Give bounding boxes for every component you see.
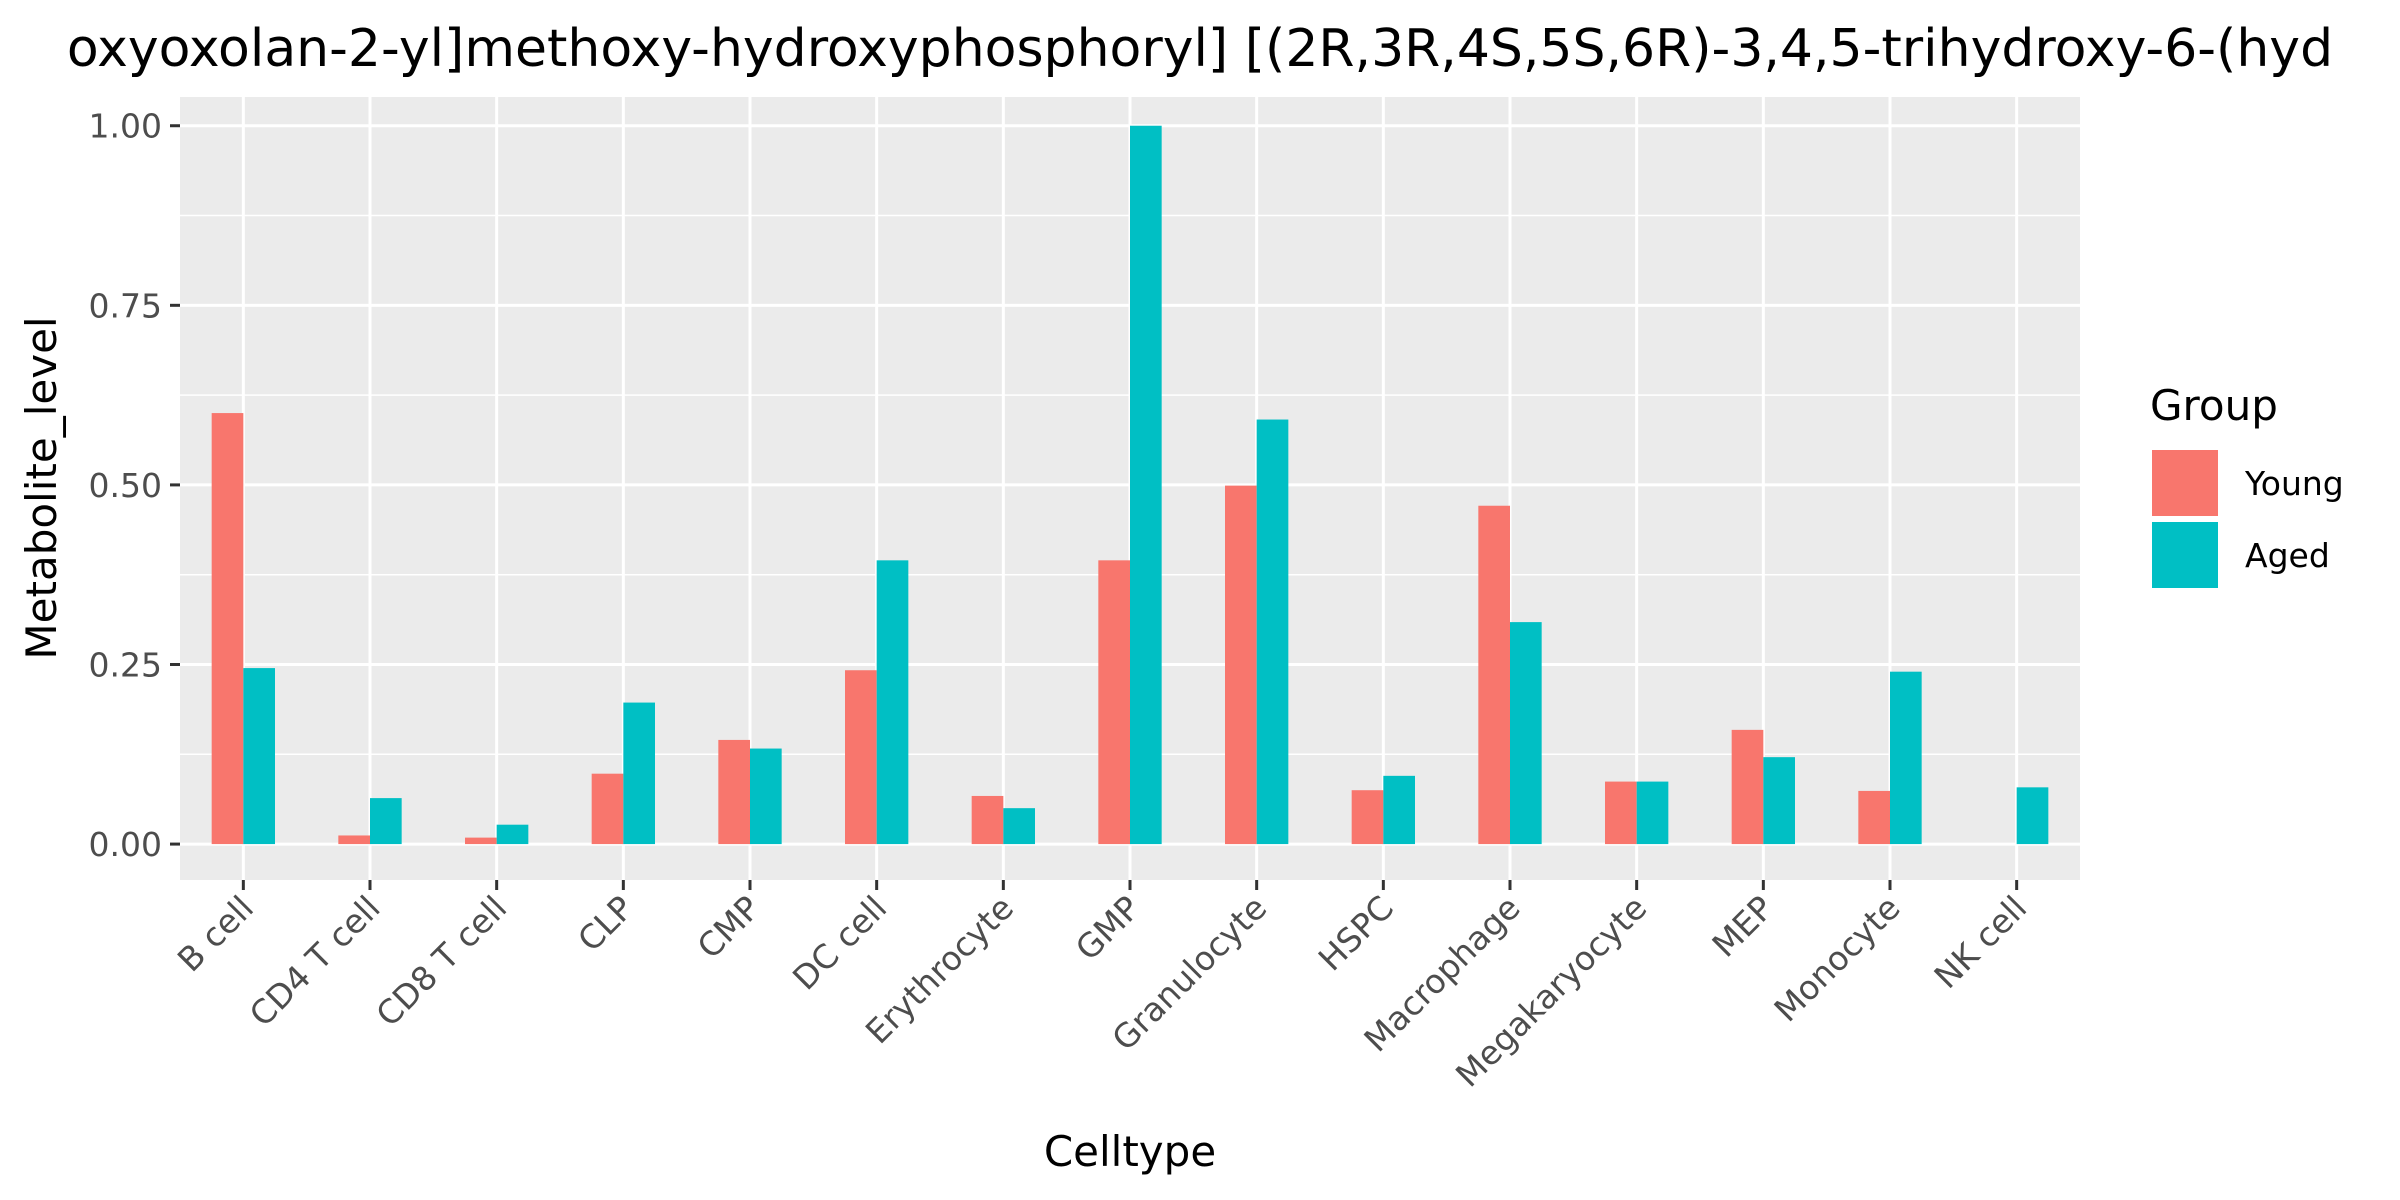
y-tick-label: 0.75 xyxy=(89,286,162,325)
y-tick-label: 0.25 xyxy=(89,645,162,684)
bar-aged xyxy=(1510,622,1542,845)
bar-aged xyxy=(1130,125,1162,845)
bar-young xyxy=(1858,790,1890,845)
x-tick-label: NK cell xyxy=(1926,888,2034,996)
x-tick-label: GMP xyxy=(1068,888,1148,968)
bar-young xyxy=(1478,505,1510,845)
bar-aged xyxy=(750,748,782,845)
bar-aged xyxy=(1636,781,1669,845)
x-tick-label: DC cell xyxy=(785,888,894,997)
bar-young xyxy=(1605,781,1637,845)
x-tick-label: B cell xyxy=(170,888,261,979)
x-tick-label: MEP xyxy=(1704,888,1781,965)
legend-label-aged: Aged xyxy=(2245,536,2330,575)
y-tick-label: 0.00 xyxy=(89,825,162,864)
legend-swatch-aged xyxy=(2152,522,2218,588)
bar-young xyxy=(845,670,877,845)
bar-aged xyxy=(1763,757,1795,845)
bar-aged xyxy=(243,668,275,845)
bar-young xyxy=(1731,729,1764,845)
x-axis-title: Celltype xyxy=(1044,1127,1216,1176)
bar-young xyxy=(1225,485,1257,845)
bar-young xyxy=(718,739,750,845)
bar-aged xyxy=(370,798,402,845)
legend: Group Young Aged xyxy=(2150,381,2344,588)
bar-aged xyxy=(1890,671,1922,845)
bar-aged xyxy=(623,702,655,845)
x-tick-label: Monocyte xyxy=(1766,888,1907,1029)
x-tick-label: CD4 T cell xyxy=(242,888,388,1034)
bar-young xyxy=(338,835,370,845)
legend-swatch-young xyxy=(2152,450,2218,516)
y-tick-label: 1.00 xyxy=(89,107,162,146)
y-axis: 0.00 0.25 0.50 0.75 1.00 xyxy=(89,107,180,864)
chart-title: oxyoxolan-2-yl]methoxy-hydroxyphosphoryl… xyxy=(67,19,2333,79)
bar-young xyxy=(1351,790,1384,845)
bar-aged xyxy=(876,560,909,845)
bar-young xyxy=(211,413,244,845)
bar-aged xyxy=(1383,775,1415,845)
x-tick-label: CD8 T cell xyxy=(368,888,514,1034)
bar-aged xyxy=(1003,808,1035,845)
x-tick-label: CMP xyxy=(690,888,768,966)
bar-young xyxy=(591,773,624,845)
legend-title: Group xyxy=(2150,381,2278,430)
bar-aged xyxy=(496,824,529,845)
legend-label-young: Young xyxy=(2244,464,2344,503)
bar-aged xyxy=(2016,787,2049,845)
bar-young xyxy=(465,837,497,845)
bars xyxy=(211,125,2049,845)
y-tick-label: 0.50 xyxy=(89,466,162,505)
x-tick-label: CLP xyxy=(570,888,641,959)
bar-young xyxy=(1098,560,1130,845)
x-tick-label: HSPC xyxy=(1311,888,1401,978)
bar-young xyxy=(971,795,1004,845)
bar-aged xyxy=(1256,419,1289,845)
y-axis-title: Metabolite_level xyxy=(17,316,66,659)
